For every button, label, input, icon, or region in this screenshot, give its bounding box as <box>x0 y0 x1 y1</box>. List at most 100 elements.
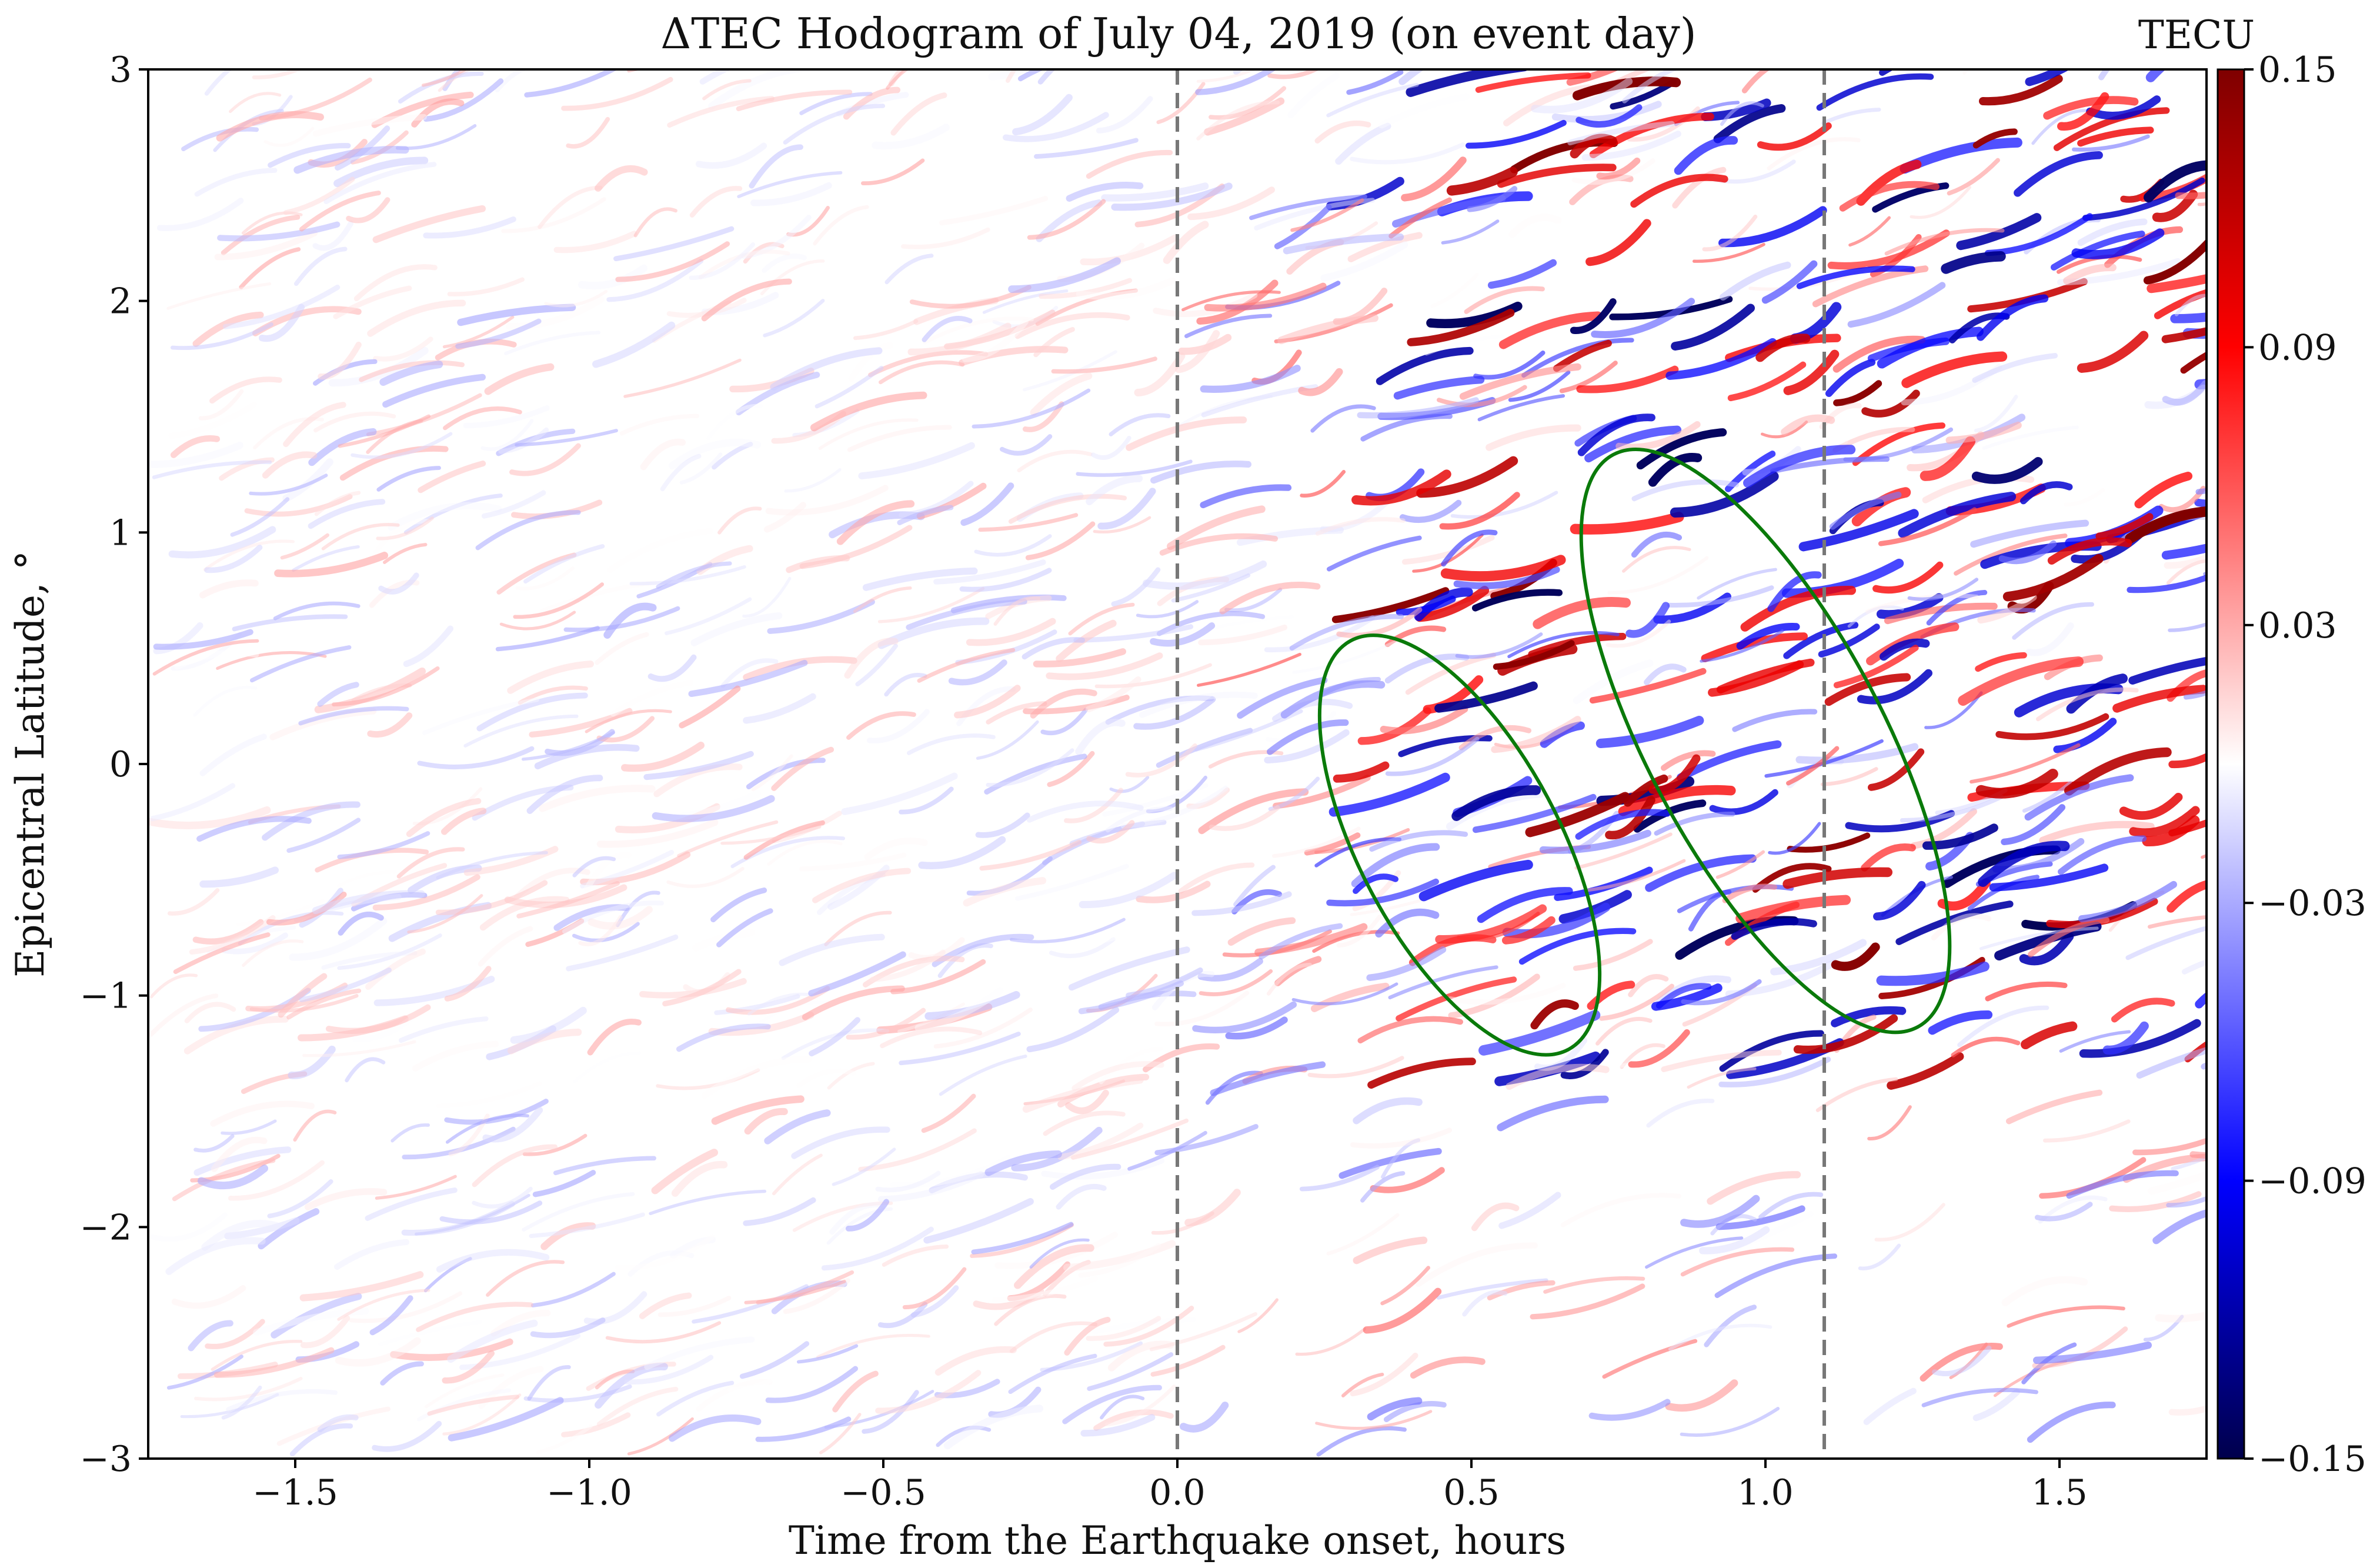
tec-streak <box>1136 880 1211 903</box>
tec-streak <box>624 1355 714 1385</box>
tec-streak <box>751 754 793 792</box>
tec-streak <box>1100 1394 1145 1420</box>
tec-streak <box>1508 370 1571 402</box>
tec-streak <box>505 296 605 330</box>
tec-streak <box>403 493 503 535</box>
tec-streak <box>588 906 653 930</box>
tec-streak <box>1620 1043 1665 1069</box>
tec-streak <box>978 513 1079 532</box>
tec-streak <box>726 986 830 1015</box>
tec-streak <box>1367 1057 1476 1089</box>
tec-streak <box>1076 459 1193 477</box>
tec-streak <box>1022 401 1064 432</box>
tec-streak <box>194 1376 303 1402</box>
tec-streak <box>770 347 883 391</box>
tec-streak <box>656 561 732 589</box>
tec-streak <box>1435 904 1547 944</box>
tec-streak <box>1521 338 1634 378</box>
tec-streak <box>1292 639 1398 674</box>
tec-streak <box>915 738 964 785</box>
tec-streak <box>1581 131 1681 161</box>
tec-streak <box>1034 138 1139 159</box>
tec-streak <box>688 659 808 698</box>
tec-streak <box>1757 122 1832 151</box>
tec-streak <box>1277 314 1379 345</box>
tec-streak <box>1831 942 1880 971</box>
tec-streak <box>1486 424 1581 451</box>
tec-streak <box>824 1390 934 1429</box>
tec-streak <box>378 1320 482 1346</box>
tec-streak <box>1237 1298 1279 1333</box>
tec-streak <box>1699 1226 1770 1255</box>
tec-streak <box>299 967 392 1003</box>
tec-streak <box>1191 891 1292 916</box>
tec-streak <box>421 69 469 87</box>
tec-streak <box>855 643 898 687</box>
tec-streak <box>578 264 648 290</box>
tec-streak <box>312 114 428 137</box>
tec-streak <box>337 1289 430 1321</box>
tec-streak <box>1014 1244 1094 1289</box>
tec-streak <box>526 775 603 814</box>
tec-streak <box>943 1404 1043 1450</box>
tec-streak <box>1272 826 1361 858</box>
tec-streak <box>321 950 418 970</box>
tec-streak <box>1956 213 2042 251</box>
tec-streak <box>438 69 473 92</box>
tec-streak <box>1770 456 1890 474</box>
tec-streak <box>198 389 244 421</box>
tec-streak <box>153 629 253 650</box>
tec-streak <box>1718 1056 1831 1087</box>
tec-streak <box>917 648 1016 683</box>
tec-streak <box>1665 338 1777 380</box>
tec-streak <box>668 1414 762 1442</box>
x-tick-label: 0.0 <box>1149 1472 1205 1513</box>
tec-streak <box>809 1017 861 1057</box>
tec-streak <box>1576 365 1679 393</box>
tec-streak <box>2170 312 2207 323</box>
tec-streak <box>1877 326 1984 369</box>
tec-streak <box>929 1171 1028 1193</box>
tec-streak <box>1618 785 1736 816</box>
tec-streak <box>1101 182 1209 202</box>
tec-streak <box>812 868 912 903</box>
tec-streak <box>1920 436 1976 481</box>
tec-streak <box>1648 453 1703 487</box>
tec-streak <box>417 746 535 770</box>
tec-streak <box>149 442 243 468</box>
tec-streak <box>380 1361 424 1386</box>
tec-streak <box>1380 1266 1430 1306</box>
tec-streak <box>764 1109 831 1145</box>
tec-streak <box>1539 829 1651 854</box>
tec-streak <box>1926 590 1988 626</box>
tec-streak <box>1829 491 1902 530</box>
tec-streak <box>1125 743 1197 778</box>
tec-streak <box>1143 560 1267 590</box>
tec-streak <box>1770 939 1867 976</box>
tec-streak <box>1287 72 1340 118</box>
tec-streak <box>1017 449 1093 473</box>
tec-streak <box>877 617 990 649</box>
tec-streak <box>1901 351 2008 388</box>
tec-streak <box>480 419 534 451</box>
tec-streak <box>960 482 1014 526</box>
tec-streak <box>513 582 605 619</box>
tec-streak <box>1068 946 1190 991</box>
tec-streak <box>1154 990 1250 1027</box>
tec-streak <box>1868 748 1925 791</box>
tec-streak <box>2136 1046 2207 1079</box>
tec-streak <box>1798 509 1919 552</box>
tec-streak <box>2058 835 2147 875</box>
tec-streak <box>211 1340 303 1371</box>
tec-streak <box>2183 690 2207 700</box>
tec-streak <box>447 1319 538 1363</box>
plot-area: −1.5 −1.0 −0.5 0.0 0.5 1.0 1.5 −3 −2 −1 0 1 2 3 <box>80 49 2208 1513</box>
tec-streak <box>1388 197 1452 239</box>
tec-streak <box>1350 1127 1453 1149</box>
tec-streak <box>1665 1379 1738 1412</box>
tec-streak <box>1566 69 1621 86</box>
tec-streak <box>1493 640 1575 670</box>
tec-streak <box>203 539 295 572</box>
tec-streak <box>403 625 454 668</box>
tec-streak <box>767 839 843 866</box>
